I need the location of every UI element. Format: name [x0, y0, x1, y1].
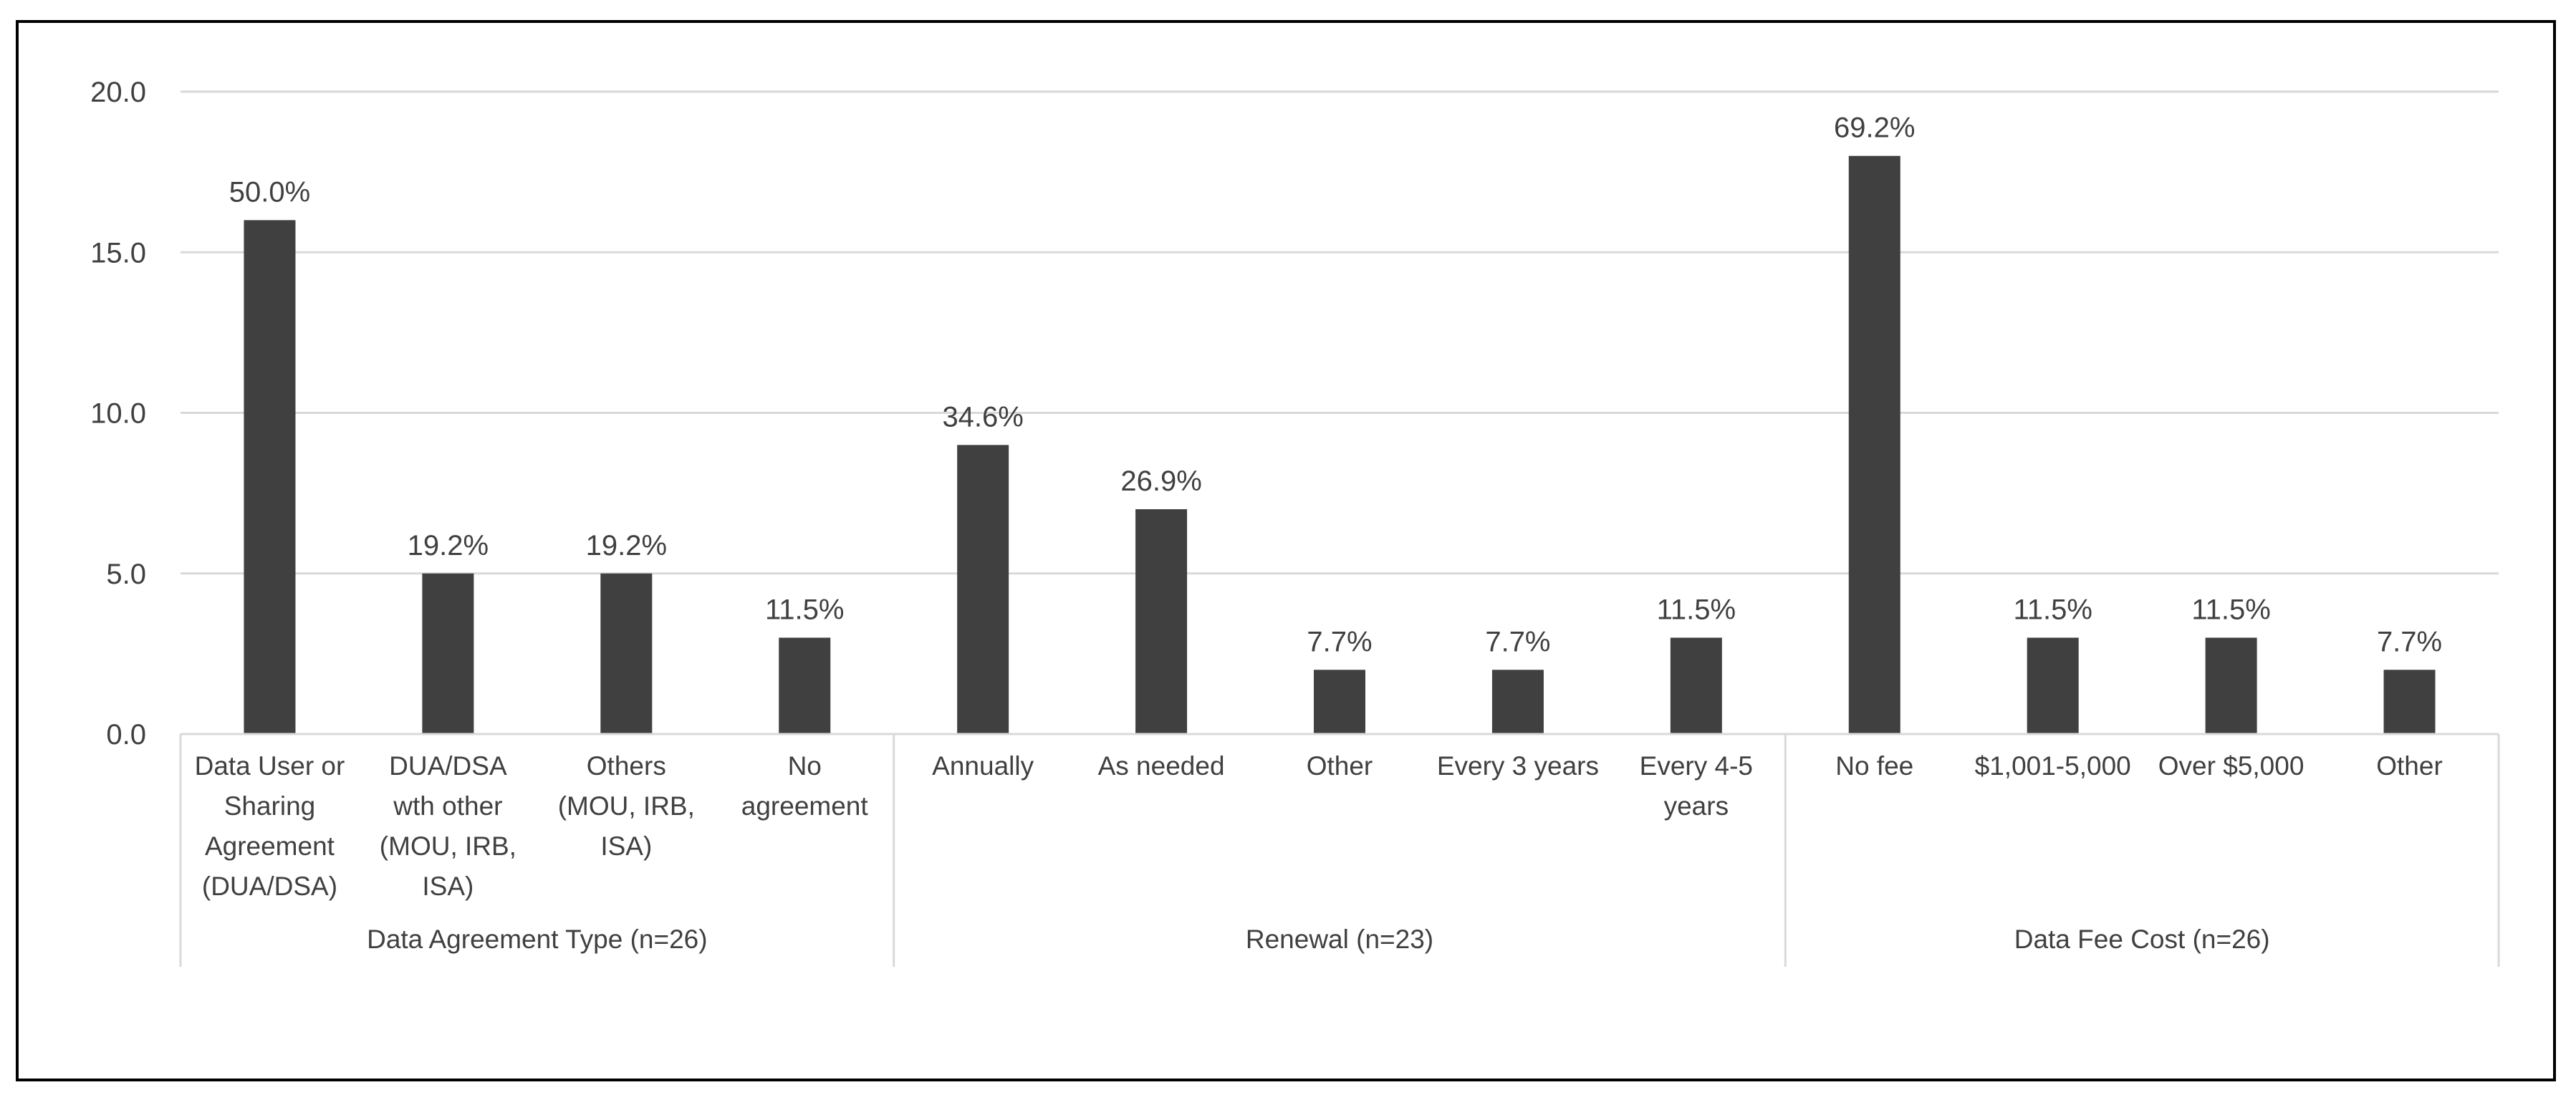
bar — [957, 445, 1009, 734]
y-tick-label: 0.0 — [106, 719, 146, 751]
category-label: Other — [2376, 751, 2443, 781]
bar — [244, 220, 296, 734]
bar — [1135, 509, 1188, 734]
data-label: 11.5% — [2191, 594, 2270, 625]
data-labels: 50.0% 19.2% 19.2% 11.5% 34.6% 26.9% 7.7% 7.7% 11… — [229, 112, 2442, 658]
bar — [1491, 670, 1544, 734]
y-axis-ticks: 0.0 5.0 10.0 15.0 20.0 — [90, 77, 146, 751]
category-label: No fee — [1835, 751, 1913, 781]
data-label: 19.2% — [586, 530, 667, 561]
category-label-line: (MOU, IRB, — [558, 791, 695, 821]
data-label: 26.9% — [1120, 465, 1201, 497]
category-label-line: agreement — [741, 791, 869, 821]
category-label-line: ISA) — [422, 872, 474, 901]
data-label: 11.5% — [765, 594, 844, 625]
bar — [422, 573, 474, 734]
group-label: Data Agreement Type (n=26) — [367, 925, 707, 954]
bar — [1670, 637, 1722, 734]
y-tick-label: 10.0 — [90, 398, 146, 430]
category-label: As needed — [1098, 751, 1225, 781]
data-label: 7.7% — [1307, 626, 1372, 657]
data-label: 7.7% — [1485, 626, 1550, 657]
category-label-line: Other — [2376, 751, 2443, 781]
category-label-line: Agreement — [205, 831, 335, 861]
bar — [2205, 637, 2257, 734]
category-label-line: $1,001-5,000 — [1975, 751, 2131, 781]
category-label: Every 4-5 years — [1640, 751, 1753, 821]
category-label-line: No fee — [1835, 751, 1913, 781]
category-label: No agreement — [741, 751, 869, 821]
category-label-line: ISA) — [600, 831, 652, 861]
y-tick-label: 5.0 — [106, 559, 146, 590]
bar — [2027, 637, 2079, 734]
data-label: 50.0% — [229, 176, 310, 208]
category-label-line: No — [788, 751, 822, 781]
data-label: 11.5% — [1657, 594, 1736, 625]
gridlines — [181, 90, 2499, 575]
category-label-line: DUA/DSA — [389, 751, 507, 781]
data-label: 69.2% — [1834, 112, 1915, 144]
category-label-line: Every 4-5 — [1640, 751, 1753, 781]
category-label-line: wth other — [393, 791, 502, 821]
category-label: Over $5,000 — [2158, 751, 2305, 781]
category-label: DUA/DSA wth other (MOU, IRB, ISA) — [380, 751, 516, 901]
category-label-line: years — [1664, 791, 1729, 821]
category-label: Others (MOU, IRB, ISA) — [558, 751, 695, 861]
category-label: Every 3 years — [1437, 751, 1599, 781]
y-tick-label: 15.0 — [90, 237, 146, 269]
bar — [1314, 670, 1365, 734]
data-label: 34.6% — [942, 401, 1023, 433]
category-label-line: Others — [587, 751, 666, 781]
bar — [2383, 670, 2436, 734]
category-label: $1,001-5,000 — [1975, 751, 2131, 781]
category-label-line: (MOU, IRB, — [380, 831, 516, 861]
x-axis: Data User or Sharing Agreement (DUA/DSA) DUA… — [179, 733, 2500, 967]
category-label-line: Over $5,000 — [2158, 751, 2305, 781]
group-label: Data Fee Cost (n=26) — [2014, 925, 2270, 954]
bar — [1848, 155, 1900, 734]
data-label: 11.5% — [2013, 594, 2092, 625]
y-tick-label: 20.0 — [90, 77, 146, 108]
category-label-line: Annually — [932, 751, 1034, 781]
data-label: 7.7% — [2377, 626, 2442, 657]
category-label-line: Every 3 years — [1437, 751, 1599, 781]
bar — [600, 573, 653, 734]
category-label: Data User or Sharing Agreement (DUA/DSA) — [195, 751, 345, 901]
category-label-line: Data User or — [195, 751, 345, 781]
chart-frame: 0.0 5.0 10.0 15.0 20.0 50.0% 19.2% 19.2% 11.5% 3… — [16, 20, 2556, 1081]
group-label: Renewal (n=23) — [1246, 925, 1433, 954]
bar — [779, 637, 831, 734]
category-label-line: Sharing — [224, 791, 316, 821]
bars — [244, 155, 2436, 734]
category-label: Annually — [932, 751, 1034, 781]
category-label-line: Other — [1307, 751, 1373, 781]
data-label: 19.2% — [408, 530, 489, 561]
category-label-line: As needed — [1098, 751, 1225, 781]
bar-chart: 0.0 5.0 10.0 15.0 20.0 50.0% 19.2% 19.2% 11.5% 3… — [90, 77, 2500, 967]
category-label-line: (DUA/DSA) — [202, 872, 337, 901]
category-label: Other — [1307, 751, 1373, 781]
